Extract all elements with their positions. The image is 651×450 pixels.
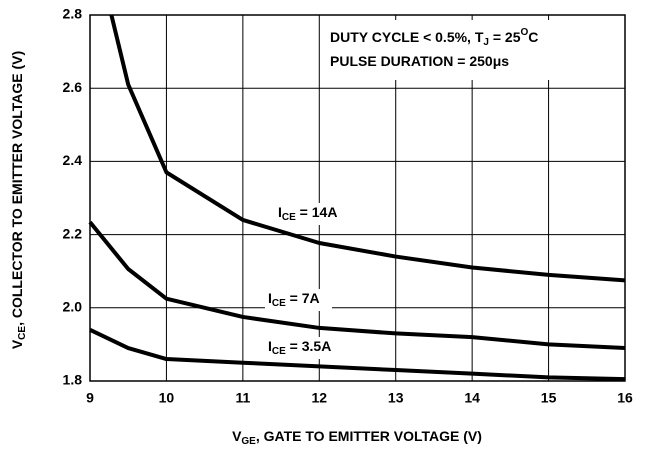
label-part: CE [272,346,286,357]
label-part: PULSE DURATION = 250μs [330,53,509,69]
x-tick-label: 10 [159,390,175,406]
label: ICE = 7A [268,290,320,309]
label-part: C [528,29,538,45]
x-tick-label: 12 [311,390,327,406]
line [109,14,626,283]
label-background [265,337,350,359]
x-tick-label: 9 [86,390,94,406]
label-part: DUTY CYCLE < 0.5%, T [330,29,484,45]
label: VGE, GATE TO EMITTER VOLTAGE (V) [232,428,482,447]
x-tick-label: 13 [388,390,404,406]
plot-frame [89,14,626,382]
label: PULSE DURATION = 250μs [330,53,509,69]
label-part: = 7A [286,290,320,306]
x-tick-label: 14 [464,390,480,406]
y-tick-label: 2.4 [63,152,83,168]
y-tick-label: 2.0 [63,299,83,315]
x-tick-label: 11 [235,390,250,406]
line [89,327,626,382]
label-part: J [483,37,489,48]
label-part: O [521,27,529,38]
x-tick-label: 15 [541,390,557,406]
label-part: I [268,290,272,306]
label: ICE = 3.5A [268,338,331,357]
line [88,220,626,351]
label-part: , GATE TO EMITTER VOLTAGE (V) [256,428,482,444]
y-tick-label: 2.2 [63,225,83,241]
x-tick-label: 16 [617,390,633,406]
label-part: GE [241,436,256,447]
label: DUTY CYCLE < 0.5%, TJ = 25OC [330,27,538,48]
label: VCE, COLLECTOR TO EMITTER VOLTAGE (V) [9,51,28,349]
y-tick-label: 2.6 [63,79,83,95]
label-part: I [278,204,282,220]
label-part: = 14A [296,204,338,220]
y-tick-label: 1.8 [63,372,83,388]
label-part: CE [17,326,28,340]
label-background [275,203,351,225]
label-background [265,289,332,311]
label-part: V [232,428,242,444]
label-part: = 25 [489,29,521,45]
label-part: , COLLECTOR TO EMITTER VOLTAGE (V) [9,51,25,326]
label-part: = 3.5A [286,338,332,354]
label-part: I [268,338,272,354]
label-part: CE [272,298,286,309]
label-part: V [9,339,25,349]
label: ICE = 14A [278,204,337,223]
y-tick-label: 2.8 [63,6,83,22]
note-background [322,20,622,80]
label-part: CE [282,212,296,223]
